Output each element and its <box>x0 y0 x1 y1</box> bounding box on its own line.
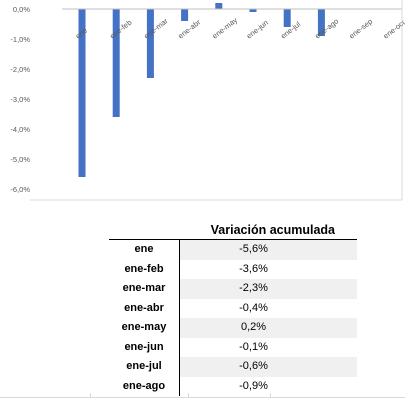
x-category-label: ene-mar <box>142 16 170 41</box>
row-label: ene-jul <box>109 357 180 377</box>
x-category-label: ene-ago <box>313 17 340 41</box>
bar-ene-jun <box>249 9 257 12</box>
x-category-label: ene-oct <box>381 18 405 41</box>
row-value: -5,6% <box>180 240 357 260</box>
table-row: ene -5,6% <box>109 240 357 260</box>
row-value: -0,9% <box>239 379 268 392</box>
x-category-label: ene <box>74 26 89 41</box>
bar-ene-abr <box>181 9 189 21</box>
table-row: ene-abr -0,4% <box>109 298 357 318</box>
row-label: ene <box>109 240 180 260</box>
table-row: ene-jun -0,1% <box>109 337 357 357</box>
row-value: -2,3% <box>180 279 357 299</box>
y-tick-label: -1,0% <box>10 35 30 44</box>
bars-group <box>78 3 325 177</box>
y-tick-label: -3,0% <box>10 95 30 104</box>
y-tick-label: 0,0% <box>13 5 30 14</box>
bar-ene-jul <box>283 9 291 27</box>
table-title: Variación acumulada <box>109 221 357 240</box>
table-row: ene-may 0,2% <box>109 318 357 338</box>
row-value: 0,2% <box>180 318 357 338</box>
x-category-label: ene-feb <box>108 18 134 41</box>
bar-ene <box>78 9 86 177</box>
table-row: ene-feb -3,6% <box>109 259 357 279</box>
bar-ene-feb <box>112 9 120 117</box>
x-category-label: ene-sep <box>347 17 374 41</box>
row-label: ene-jun <box>109 337 180 357</box>
y-tick-label: -4,0% <box>10 125 30 134</box>
row-label: ene-abr <box>109 298 180 318</box>
table-row: ene-ago -0,9% <box>109 376 357 396</box>
row-value: -0,1% <box>239 340 268 353</box>
sheet-gridline-tick <box>90 393 91 398</box>
sheet-gridline-tick <box>188 393 189 398</box>
y-axis-tick-labels: 0,0% -1,0% -2,0% -3,0% -4,0% -5,0% -6,0% <box>10 5 30 194</box>
y-tick-label: -2,0% <box>10 65 30 74</box>
table-body: ene -5,6% ene-feb -3,6% ene-mar -2,3% ene-abr -… <box>109 240 357 396</box>
y-tick-label: -6,0% <box>10 185 30 194</box>
y-tick-label: -5,0% <box>10 155 30 164</box>
row-value: -3,6% <box>239 262 268 275</box>
bar-ene-mar <box>146 9 154 78</box>
row-label: ene-may <box>109 318 180 338</box>
row-label: ene-ago <box>109 376 180 396</box>
bar-chart: 0,0%-1,0%-2,0%-3,0%-4,0%-5,0%-6,0% ene en… <box>10 0 405 201</box>
x-category-label: ene-abr <box>176 17 202 40</box>
table-row: ene-mar -2,3% <box>109 279 357 299</box>
bar-ene-ago <box>317 9 325 36</box>
table-row: ene-jul -0,6% <box>109 357 357 377</box>
cumulative-variation-table: Variación acumulada ene -5,6% ene-feb -3,6%… <box>109 221 357 396</box>
x-category-label: ene-jun <box>245 18 270 41</box>
row-value: -0,6% <box>180 357 357 377</box>
row-label: ene-feb <box>109 259 180 279</box>
row-value: -0,4% <box>239 301 268 314</box>
row-label: ene-mar <box>109 279 180 299</box>
x-category-label: ene-may <box>210 15 239 40</box>
bar-ene-may <box>215 3 223 9</box>
sheet-gridline-tick <box>270 393 271 398</box>
x-axis-category-labels: ene ene-feb ene-mar ene-abr ene-may ene-jun en… <box>74 15 405 40</box>
sheet-bottom-line <box>0 397 405 398</box>
